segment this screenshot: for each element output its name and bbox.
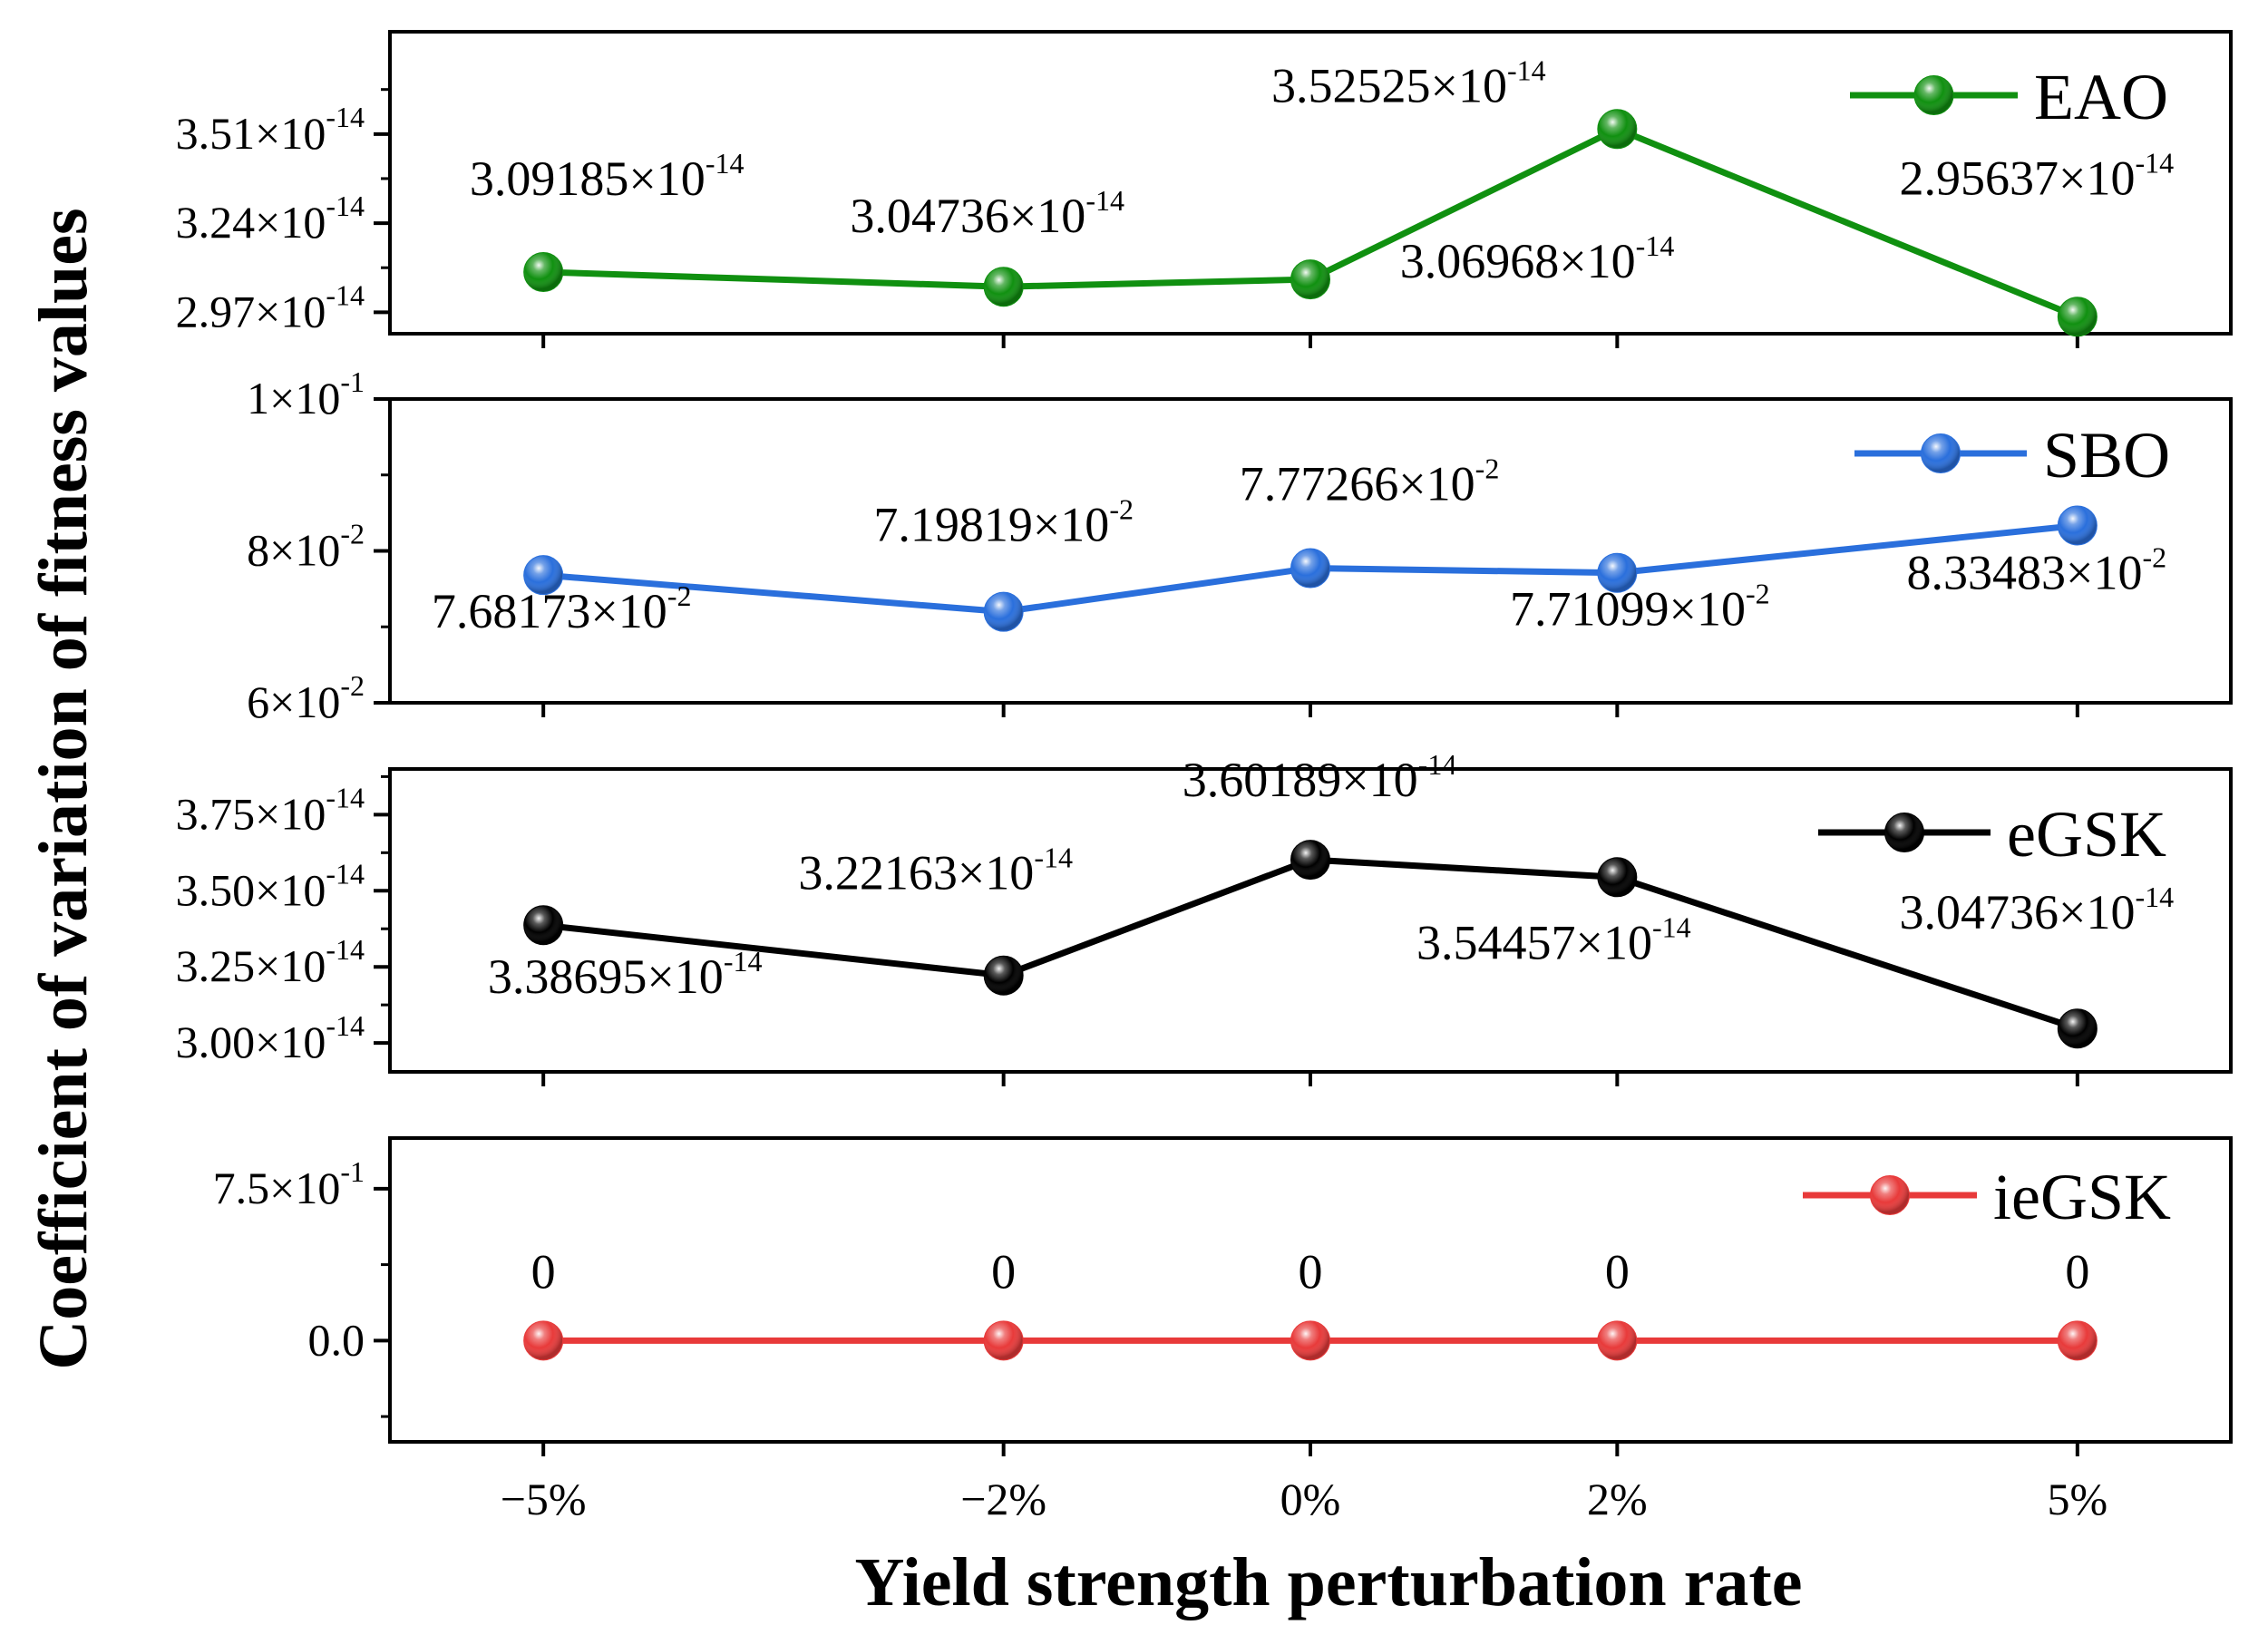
data-label: 8.33483×10-2 bbox=[1907, 540, 2167, 599]
legend-marker bbox=[1921, 433, 1961, 473]
data-label: 7.19819×10-2 bbox=[873, 493, 1134, 552]
y-tick-label: 6×10-2 bbox=[247, 669, 365, 727]
data-point bbox=[1290, 259, 1330, 300]
y-tick-label: 3.00×10-14 bbox=[176, 1009, 365, 1067]
legend-label: SBO bbox=[2043, 419, 2170, 491]
data-point bbox=[1597, 857, 1638, 898]
data-label: 3.06968×10-14 bbox=[1400, 229, 1675, 288]
data-label: 3.04736×10-14 bbox=[850, 184, 1124, 243]
data-label: 3.52525×10-14 bbox=[1271, 54, 1546, 112]
x-tick-label: 2% bbox=[1587, 1474, 1648, 1524]
legend-marker bbox=[1884, 813, 1924, 852]
data-label: 7.71099×10-2 bbox=[1510, 578, 1770, 637]
panel-SBO: 6×10-2 8×10-2 1×10-1 7.68173×10-2 7.19819×10… bbox=[247, 365, 2233, 727]
y-tick-label: 7.5×10-1 bbox=[213, 1155, 365, 1213]
legend-EAO: EAO bbox=[1850, 61, 2168, 133]
data-point bbox=[1597, 552, 1638, 593]
data-label: 0 bbox=[1605, 1244, 1630, 1299]
y-tick-label: 3.51×10-14 bbox=[176, 101, 365, 159]
data-label: 3.60189×10-14 bbox=[1183, 748, 1457, 807]
data-point bbox=[983, 1320, 1024, 1361]
y-tick-label: 8×10-2 bbox=[247, 518, 365, 576]
legend-label: eGSK bbox=[2007, 798, 2166, 871]
data-point bbox=[983, 591, 1024, 632]
x-tick-label: 5% bbox=[2048, 1474, 2108, 1524]
data-label: 0 bbox=[531, 1244, 556, 1299]
data-label: 2.95637×10-14 bbox=[1900, 146, 2175, 205]
data-point bbox=[523, 1320, 564, 1361]
y-tick-label: 1×10-1 bbox=[247, 365, 365, 423]
legend-SBO: SBO bbox=[1854, 419, 2170, 491]
data-point bbox=[523, 905, 564, 946]
x-tick-label: −5% bbox=[501, 1474, 587, 1524]
legend-marker bbox=[1913, 75, 1954, 115]
x-tick-label: 0% bbox=[1280, 1474, 1341, 1524]
legend-eGSK: eGSK bbox=[1818, 798, 2166, 871]
y-tick-label: 3.24×10-14 bbox=[176, 190, 365, 248]
data-point bbox=[983, 955, 1024, 996]
data-label: 3.54457×10-14 bbox=[1416, 910, 1691, 969]
data-point bbox=[1597, 1320, 1638, 1361]
data-label: 3.09185×10-14 bbox=[470, 147, 745, 206]
x-axis-title: Yield strength perturbation rate bbox=[855, 1544, 1803, 1620]
data-label: 7.68173×10-2 bbox=[432, 579, 692, 638]
data-point bbox=[2057, 1008, 2098, 1049]
y-tick-label: 3.50×10-14 bbox=[176, 857, 365, 915]
data-label: 0 bbox=[991, 1244, 1016, 1299]
data-label: 3.38695×10-14 bbox=[488, 945, 763, 1004]
data-point bbox=[1597, 109, 1638, 150]
data-point bbox=[523, 555, 564, 596]
y-tick-label: 0.0 bbox=[308, 1314, 365, 1365]
data-point bbox=[983, 267, 1024, 307]
data-point bbox=[1290, 548, 1330, 589]
data-point bbox=[523, 251, 564, 292]
legend-marker bbox=[1870, 1175, 1910, 1215]
panel-eGSK: 3.00×10-14 3.25×10-14 3.50×10-14 3.75×10-14… bbox=[176, 748, 2233, 1086]
data-point bbox=[2057, 297, 2098, 337]
legend-label: EAO bbox=[2034, 61, 2168, 133]
data-point bbox=[1290, 1320, 1330, 1361]
legend-label: ieGSK bbox=[1993, 1161, 2171, 1233]
y-tick-label: 3.75×10-14 bbox=[176, 781, 365, 839]
data-point bbox=[2057, 505, 2098, 546]
series-line-eGSK bbox=[542, 856, 2078, 1032]
data-point bbox=[2057, 1320, 2098, 1361]
data-label: 0 bbox=[2065, 1244, 2089, 1299]
panel-ieGSK: 0.0 7.5×10-1 0 0 0 0 0 ieGSK bbox=[213, 1136, 2233, 1456]
data-label: 3.04736×10-14 bbox=[1900, 881, 2175, 939]
data-label: 0 bbox=[1299, 1244, 1323, 1299]
y-axis-title: Coefficient of variation of fitness valu… bbox=[25, 208, 102, 1369]
y-tick-label: 2.97×10-14 bbox=[176, 278, 365, 336]
x-tick-label: −2% bbox=[960, 1474, 1046, 1524]
data-point bbox=[1290, 840, 1330, 881]
data-label: 7.77266×10-2 bbox=[1240, 453, 1500, 511]
panel-EAO: 2.97×10-14 3.24×10-14 3.51×10-14 3.09185×10… bbox=[176, 30, 2233, 348]
legend-ieGSK: ieGSK bbox=[1803, 1161, 2171, 1233]
data-label: 3.22163×10-14 bbox=[798, 842, 1073, 900]
y-tick-label: 3.25×10-14 bbox=[176, 933, 365, 991]
